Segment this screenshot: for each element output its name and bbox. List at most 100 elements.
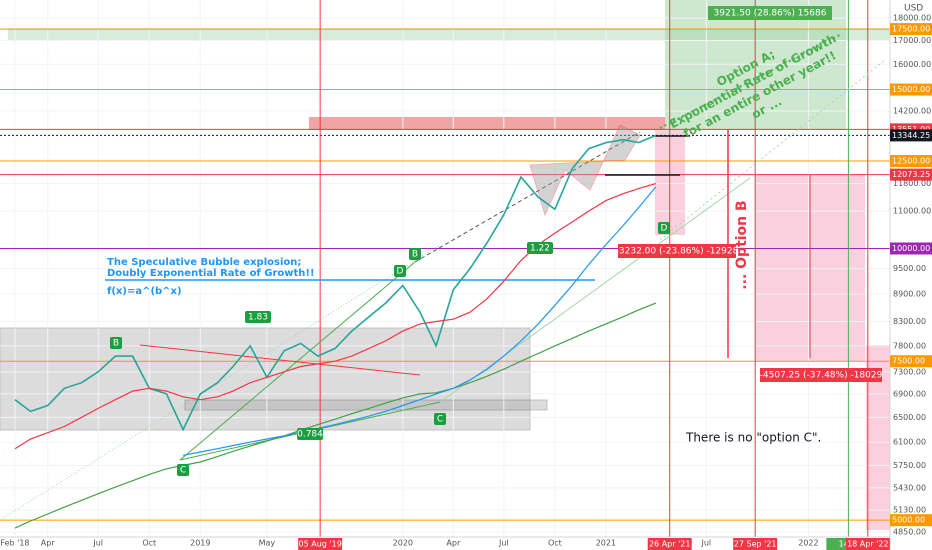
annotation: There is no "option C". (685, 431, 821, 445)
level-label: 13551.00 (892, 125, 930, 134)
y-tick-label: 16000.00 (893, 60, 931, 69)
x-tick-label: 2020 (393, 539, 413, 548)
marker-label: 05 Aug '19 (299, 540, 342, 549)
level-box (890, 514, 932, 527)
y-tick-label: 7800.00 (893, 341, 926, 350)
annotation: 3921.50 (28.86%) 15686 (714, 9, 827, 19)
marker-box (733, 538, 778, 550)
annotation: -4507.25 (-37.48%) -18029 (760, 371, 883, 381)
ratio-label: 0.784 (297, 430, 323, 440)
y-tick-label: 11000.00 (893, 207, 931, 216)
trend-line (414, 131, 641, 263)
y-tick-label: 7300.00 (893, 367, 926, 376)
point-label: B (113, 339, 119, 349)
point-label: B (412, 250, 418, 260)
level-box (890, 83, 932, 96)
x-tick-label: Jul (498, 539, 509, 548)
level-box (890, 168, 932, 181)
marker-label: 26 Apr '21 (649, 540, 690, 549)
point-box (409, 248, 421, 260)
level-label: 12073.25 (892, 170, 930, 179)
trend-line (0, 244, 441, 521)
x-tick-label: 2019 (190, 539, 210, 548)
currency: USD (904, 4, 923, 14)
marker-box (298, 538, 343, 550)
x-tick-label: 2021 (596, 539, 616, 548)
level-label: 5000.00 (892, 516, 925, 525)
annotation: ... Option B (734, 200, 750, 289)
trend-line (659, 34, 841, 129)
annotation: Doubly Exponential Rate of Growth!! (107, 268, 315, 279)
ratio-box (527, 242, 553, 254)
trend-line (139, 344, 421, 376)
series-line (14, 183, 656, 450)
y-tick-label: 9500.00 (893, 264, 926, 273)
y-tick-label: 5130.00 (893, 506, 926, 515)
annotation: The Speculative Bubble explosion; (107, 257, 301, 268)
ratio-box (245, 311, 271, 323)
level-box (890, 355, 932, 368)
point-box (177, 464, 189, 476)
y-tick-label: 8900.00 (893, 290, 926, 299)
annotation: -3232.00 (-23.86%) -12928 (616, 247, 739, 257)
x-tick-label: Apr (41, 539, 56, 548)
y-tick-label: 6500.00 (893, 413, 926, 422)
x-tick-label: Feb '18 (0, 539, 29, 548)
level-label: 10000.00 (892, 244, 930, 253)
range-box (0, 327, 531, 431)
trend-line (179, 261, 416, 461)
level-box (890, 23, 932, 36)
pattern (529, 124, 641, 217)
x-tick-label: May (259, 539, 276, 548)
ratio-label: 1.22 (530, 244, 550, 254)
lines (0, 0, 890, 537)
axis-labels: 18000.00 17000.00 16000.00 14200.00 11800.00… (0, 14, 932, 550)
support-box (184, 399, 548, 411)
point-label: C (437, 415, 443, 425)
x-tick-label: Apr (446, 539, 461, 548)
y-tick-label: 6900.00 (893, 389, 926, 398)
y-tick-label: 4850.00 (893, 528, 926, 537)
level-box (890, 242, 932, 255)
marker-box (647, 538, 692, 550)
marker-label: 18 Apr '22 (847, 540, 888, 549)
y-tick-label: 14200.00 (893, 107, 931, 116)
resistance-band (309, 117, 665, 130)
y-tick-label: 11800.00 (893, 179, 931, 188)
level-label: 17500.00 (892, 25, 930, 34)
point-box (394, 265, 406, 277)
level-label: 13344.25 (892, 131, 930, 140)
marker-box (845, 538, 890, 550)
point-box (434, 413, 446, 425)
marks (14, 134, 657, 529)
trend-line (439, 177, 751, 403)
x-tick-label: Oct (142, 539, 156, 548)
series-line (14, 302, 657, 529)
y-tick-label: 6100.00 (893, 438, 926, 447)
trend-line (659, 59, 886, 241)
series-line (182, 186, 657, 456)
level-box (890, 129, 932, 142)
point-box (110, 337, 122, 349)
y-tick-label: 5430.00 (893, 483, 926, 492)
label-box (708, 6, 832, 20)
x-tick-label: Jul (701, 539, 712, 548)
level-label: 15000.00 (892, 85, 930, 94)
x-tick-label: Jul (92, 539, 103, 548)
point-box (658, 222, 670, 234)
series-line (14, 134, 657, 432)
x-tick-label: 2022 (798, 539, 818, 548)
level-label: 12500.00 (892, 157, 930, 166)
point-label: C (180, 466, 186, 476)
x-tick-label: Oct (548, 539, 562, 548)
point-label: D (397, 267, 404, 277)
level-box (890, 155, 932, 168)
ratio-box (297, 428, 323, 440)
annotation: f(x)=a^(b^x) (107, 286, 182, 297)
y-tick-label: 18000.00 (893, 14, 931, 23)
level-label: 7500.00 (892, 357, 925, 366)
y-tick-label: 8300.00 (893, 317, 926, 326)
point-label: D (661, 224, 668, 234)
